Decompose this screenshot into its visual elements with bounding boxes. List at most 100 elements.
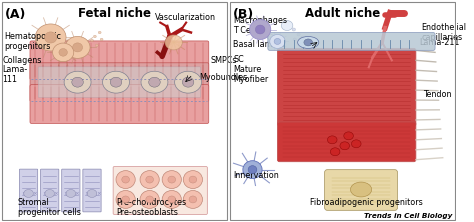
- Ellipse shape: [297, 33, 301, 36]
- Ellipse shape: [182, 77, 194, 87]
- Ellipse shape: [340, 142, 349, 150]
- FancyBboxPatch shape: [268, 32, 435, 50]
- Text: Hematopoetic
progenitors: Hematopoetic progenitors: [5, 32, 62, 51]
- Text: Basal lamina: Basal lamina: [233, 40, 285, 49]
- Ellipse shape: [65, 36, 90, 58]
- FancyBboxPatch shape: [30, 41, 209, 80]
- Ellipse shape: [162, 171, 182, 188]
- FancyBboxPatch shape: [277, 48, 416, 126]
- Ellipse shape: [140, 171, 159, 188]
- Text: Stromal
progenitor cells: Stromal progenitor cells: [18, 198, 81, 217]
- Text: Collagens: Collagens: [3, 56, 42, 65]
- Ellipse shape: [243, 161, 262, 178]
- Text: ×: ×: [32, 191, 37, 196]
- Ellipse shape: [141, 71, 168, 93]
- Text: ×: ×: [84, 191, 89, 196]
- Ellipse shape: [330, 148, 340, 156]
- Ellipse shape: [301, 36, 304, 39]
- Ellipse shape: [165, 35, 182, 50]
- Ellipse shape: [72, 77, 83, 87]
- Ellipse shape: [73, 43, 82, 52]
- Ellipse shape: [183, 190, 202, 208]
- Text: Mature
Myofiber: Mature Myofiber: [233, 65, 268, 84]
- Ellipse shape: [59, 49, 67, 56]
- Text: ×: ×: [75, 191, 79, 196]
- Text: Myobundles: Myobundles: [200, 73, 248, 82]
- Ellipse shape: [350, 182, 372, 197]
- Ellipse shape: [100, 38, 103, 41]
- Text: SC: SC: [233, 55, 244, 64]
- FancyBboxPatch shape: [62, 169, 80, 212]
- Text: Adult niche: Adult niche: [305, 7, 381, 20]
- Ellipse shape: [140, 190, 159, 208]
- Text: (B): (B): [233, 8, 255, 21]
- Text: Lama-
111: Lama- 111: [3, 65, 28, 84]
- Ellipse shape: [292, 28, 295, 31]
- Ellipse shape: [146, 176, 154, 183]
- Text: ×: ×: [21, 191, 26, 196]
- Text: Fibroadipogenic progenitors: Fibroadipogenic progenitors: [310, 198, 423, 207]
- Ellipse shape: [293, 38, 296, 41]
- Ellipse shape: [122, 196, 129, 203]
- Text: ×: ×: [54, 191, 58, 196]
- Ellipse shape: [248, 166, 257, 174]
- Ellipse shape: [35, 24, 66, 51]
- Ellipse shape: [168, 176, 175, 183]
- FancyBboxPatch shape: [325, 170, 398, 210]
- Text: Fetal niche: Fetal niche: [78, 7, 151, 20]
- Text: Endothelial
capillaries: Endothelial capillaries: [421, 23, 466, 42]
- Ellipse shape: [328, 136, 337, 144]
- Ellipse shape: [304, 39, 312, 46]
- Ellipse shape: [45, 190, 55, 197]
- FancyBboxPatch shape: [41, 169, 59, 212]
- FancyBboxPatch shape: [30, 85, 209, 123]
- Ellipse shape: [281, 21, 293, 30]
- Text: Trends in Cell Biology: Trends in Cell Biology: [364, 213, 452, 219]
- Ellipse shape: [250, 20, 271, 40]
- Ellipse shape: [270, 34, 285, 48]
- Ellipse shape: [189, 176, 197, 183]
- Text: Tendon: Tendon: [424, 90, 452, 99]
- Ellipse shape: [66, 190, 76, 197]
- Text: ×: ×: [96, 191, 100, 196]
- Ellipse shape: [162, 190, 182, 208]
- Ellipse shape: [53, 43, 74, 62]
- Ellipse shape: [298, 36, 319, 48]
- Text: SMPCs: SMPCs: [210, 56, 237, 65]
- Text: (A): (A): [5, 8, 26, 21]
- Ellipse shape: [189, 196, 197, 203]
- Text: ×: ×: [42, 191, 46, 196]
- Text: ×: ×: [63, 191, 68, 196]
- Ellipse shape: [98, 31, 101, 34]
- FancyBboxPatch shape: [30, 63, 209, 101]
- Ellipse shape: [116, 171, 135, 188]
- Ellipse shape: [351, 140, 361, 148]
- Text: Lama-211: Lama-211: [419, 38, 460, 47]
- Text: Pre-chondrocytes
Pre-osteoblasts: Pre-chondrocytes Pre-osteoblasts: [116, 198, 186, 217]
- Ellipse shape: [87, 190, 97, 197]
- FancyBboxPatch shape: [19, 169, 38, 212]
- Ellipse shape: [183, 171, 202, 188]
- FancyBboxPatch shape: [277, 122, 416, 162]
- FancyBboxPatch shape: [113, 167, 207, 214]
- Ellipse shape: [344, 132, 354, 140]
- Ellipse shape: [116, 190, 135, 208]
- Text: Innervation: Innervation: [233, 171, 279, 180]
- Ellipse shape: [149, 77, 160, 87]
- Ellipse shape: [146, 196, 154, 203]
- FancyBboxPatch shape: [83, 169, 101, 212]
- FancyBboxPatch shape: [38, 67, 201, 97]
- Ellipse shape: [274, 38, 281, 44]
- Ellipse shape: [95, 44, 98, 47]
- Ellipse shape: [168, 196, 175, 203]
- Ellipse shape: [91, 39, 93, 42]
- Ellipse shape: [110, 77, 122, 87]
- Ellipse shape: [45, 32, 57, 43]
- Text: Vascularization: Vascularization: [155, 13, 216, 22]
- Ellipse shape: [102, 71, 129, 93]
- Ellipse shape: [174, 71, 201, 93]
- Text: Macrophages
T Cells: Macrophages T Cells: [233, 16, 287, 35]
- Ellipse shape: [122, 176, 129, 183]
- Ellipse shape: [93, 35, 96, 38]
- Ellipse shape: [64, 71, 91, 93]
